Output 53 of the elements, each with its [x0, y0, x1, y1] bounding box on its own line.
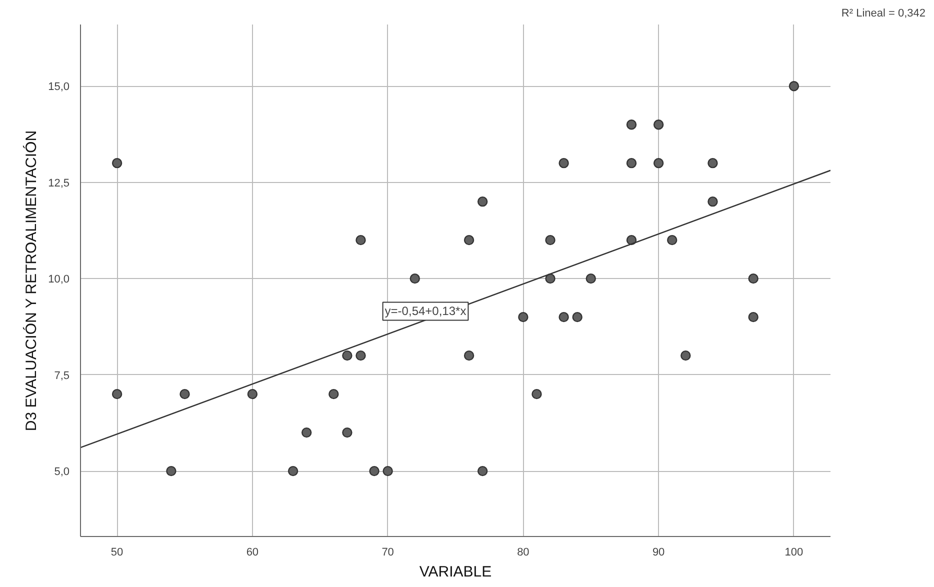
point [180, 388, 190, 400]
y-tick-label: 10,0 [48, 274, 70, 286]
point [653, 120, 664, 130]
point [586, 273, 596, 284]
x-tick-label: 100 [784, 546, 804, 558]
point [667, 234, 678, 246]
point [301, 427, 312, 438]
point [708, 158, 718, 168]
point [112, 388, 122, 400]
point [626, 120, 637, 130]
point [518, 312, 528, 322]
point [328, 388, 339, 400]
point [708, 196, 718, 207]
point [626, 158, 637, 168]
point [545, 234, 556, 246]
point [382, 466, 393, 476]
y-axis-title: D3 EVALUACIÓN Y RETROALIMENTACIÓN [22, 130, 40, 432]
y-tick-label: 7,5 [54, 370, 70, 382]
point [558, 158, 569, 168]
annotation: y=-0,54+0,13*x [384, 304, 466, 318]
point [356, 234, 366, 246]
y-tick-label: 12,5 [48, 177, 70, 190]
point [369, 466, 380, 476]
point [288, 466, 298, 476]
point [356, 350, 366, 361]
point [477, 466, 488, 476]
point [247, 388, 258, 400]
point [748, 312, 758, 322]
point [464, 234, 474, 246]
y-tick-label: 5,0 [54, 466, 70, 478]
x-tick-label: 60 [246, 546, 259, 558]
point [572, 312, 582, 322]
point [532, 388, 542, 400]
point [748, 273, 758, 284]
point [342, 350, 352, 361]
y-tick-label: 15,0 [48, 81, 70, 94]
point [788, 81, 800, 92]
x-tick-label: 50 [110, 546, 124, 558]
x-tick-label: 70 [382, 546, 394, 558]
point [464, 350, 474, 361]
x-tick-label: 80 [517, 546, 530, 558]
text: R² Lineal = 0,342 [841, 8, 926, 20]
point [545, 273, 556, 284]
point [558, 312, 569, 322]
x-tick-label: 90 [652, 546, 665, 558]
point [653, 158, 664, 168]
point [112, 158, 122, 168]
point [410, 273, 420, 284]
point [166, 466, 176, 476]
x-axis-title: VARIABLE [419, 564, 492, 580]
point [342, 427, 352, 438]
point [477, 196, 488, 207]
point [680, 350, 691, 361]
